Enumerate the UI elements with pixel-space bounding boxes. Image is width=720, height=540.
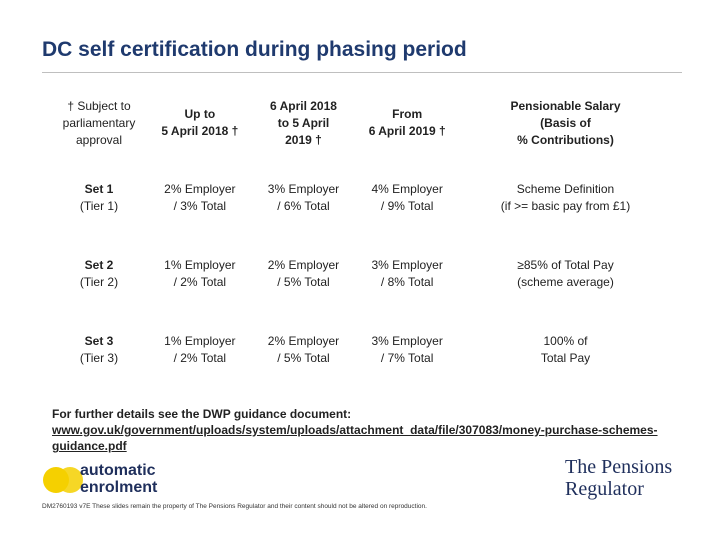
footnote: DM2760193 v7E These slides remain the pr… — [42, 503, 427, 510]
cell-line: 6 April 2019 † — [368, 124, 446, 138]
cell-line: (scheme average) — [517, 275, 614, 289]
cell-line: 2019 † — [285, 132, 322, 147]
cell-line: Pensionable Salary — [510, 98, 621, 113]
cell-line: / 9% Total — [380, 199, 434, 213]
cell-line: / 6% Total — [277, 199, 330, 213]
cell-line: / 2% Total — [173, 275, 227, 289]
title-rule — [42, 72, 682, 73]
cell-line: Set 2 — [84, 258, 114, 272]
cell-line: approval — [75, 132, 123, 147]
cell-line: / 5% Total — [277, 275, 330, 289]
table-cell: ≥85% of Total Pay (scheme average) — [459, 236, 672, 312]
cell-line: 2% Employer — [164, 182, 236, 196]
cell-line: ≥85% of Total Pay — [517, 258, 614, 272]
cell-line: Scheme Definition — [516, 182, 615, 196]
cell-line: Set 1 — [84, 182, 114, 196]
table: † Subject to parliamentary approval Up to 5 … — [50, 86, 672, 388]
cell-line: (if >= basic pay from £1) — [500, 199, 631, 213]
cell-line: Total Pay — [540, 351, 591, 365]
cell-line: (Basis of — [540, 115, 591, 130]
cell-line: / 7% Total — [380, 351, 434, 365]
table-cell: 1% Employer / 2% Total — [148, 312, 252, 388]
cell-line: Set 3 — [84, 334, 114, 348]
cell-line: to 5 April — [277, 115, 330, 130]
table-cell: 3% Employer / 7% Total — [355, 312, 459, 388]
table-cell: Scheme Definition (if >= basic pay from £… — [459, 160, 672, 236]
table-cell: Set 2 (Tier 2) — [50, 236, 148, 312]
cell-line: Up to — [184, 107, 216, 121]
footer-intro: For further details see the DWP guidance… — [52, 407, 352, 421]
cell-line: 5 April 2018 † — [161, 124, 239, 138]
table-row: Set 1 (Tier 1) 2% Employer / 3% Total 3% Emp… — [50, 160, 672, 236]
cell-line: 6 April 2018 — [270, 98, 337, 113]
table-cell: 100% of Total Pay — [459, 312, 672, 388]
logo-line: automatic — [80, 462, 156, 479]
logo-line: The Pensions — [565, 456, 673, 478]
table-cell: 1% Employer / 2% Total — [148, 236, 252, 312]
cell-line: / 2% Total — [173, 351, 227, 365]
cell-line: (Tier 2) — [79, 275, 119, 289]
cell-line: 4% Employer — [371, 182, 443, 196]
cell-line: % Contributions) — [517, 132, 614, 147]
title: DC self certification during phasing per… — [42, 38, 467, 61]
table-cell: 2% Employer / 3% Total — [148, 160, 252, 236]
guidance-link[interactable]: www.gov.uk/government/uploads/system/upl… — [52, 423, 658, 453]
cell-line: 1% Employer — [164, 258, 236, 272]
table-cell: 3% Employer / 6% Total — [252, 160, 356, 236]
header-cell: Up to 5 April 2018 † — [148, 86, 252, 160]
table-row: Set 2 (Tier 2) 1% Employer / 2% Total 2% Emp… — [50, 236, 672, 312]
auto-enrolment-text: automatic enrolment — [80, 462, 157, 496]
header-cell: Pensionable Salary (Basis of % Contributio… — [459, 86, 672, 160]
cell-line: / 3% Total — [173, 199, 227, 213]
cell-line: 1% Employer — [164, 334, 236, 348]
cell-line: 3% Employer — [371, 334, 443, 348]
table-cell: 2% Employer / 5% Total — [252, 236, 356, 312]
cell-line: † Subject to — [67, 98, 131, 113]
cell-line: / 5% Total — [277, 351, 330, 365]
header-cell: From 6 April 2019 † — [355, 86, 459, 160]
table-cell: 4% Employer / 9% Total — [355, 160, 459, 236]
cell-line: 2% Employer — [267, 334, 340, 348]
cell-line: 3% Employer — [267, 182, 340, 196]
table-cell: Set 3 (Tier 3) — [50, 312, 148, 388]
table-cell: Set 1 (Tier 1) — [50, 160, 148, 236]
cell-line: 2% Employer — [267, 258, 340, 272]
logo-line: Regulator — [565, 478, 644, 500]
cell-line: parliamentary — [62, 115, 136, 130]
header-row: † Subject to parliamentary approval Up to 5 … — [50, 86, 672, 160]
cell-line: / 8% Total — [380, 275, 434, 289]
regulator-logo: The Pensions Regulator — [565, 456, 672, 500]
cell-line: From — [392, 107, 423, 121]
cell-line: (Tier 1) — [79, 199, 119, 213]
table-row: Set 3 (Tier 3) 1% Employer / 2% Total 2% Emp… — [50, 312, 672, 388]
cell-line: (Tier 3) — [79, 351, 119, 365]
table-cell: 2% Employer / 5% Total — [252, 312, 356, 388]
cell-line: 3% Employer — [371, 258, 443, 272]
auto-enrolment-logo — [43, 467, 83, 493]
header-cell: † Subject to parliamentary approval — [50, 86, 148, 160]
table-cell: 3% Employer / 8% Total — [355, 236, 459, 312]
logo-line: enrolment — [80, 479, 158, 496]
footer: For further details see the DWP guidance… — [52, 406, 672, 454]
cell-line: 100% of — [543, 334, 588, 348]
header-cell: 6 April 2018 to 5 April 2019 † — [252, 86, 356, 160]
